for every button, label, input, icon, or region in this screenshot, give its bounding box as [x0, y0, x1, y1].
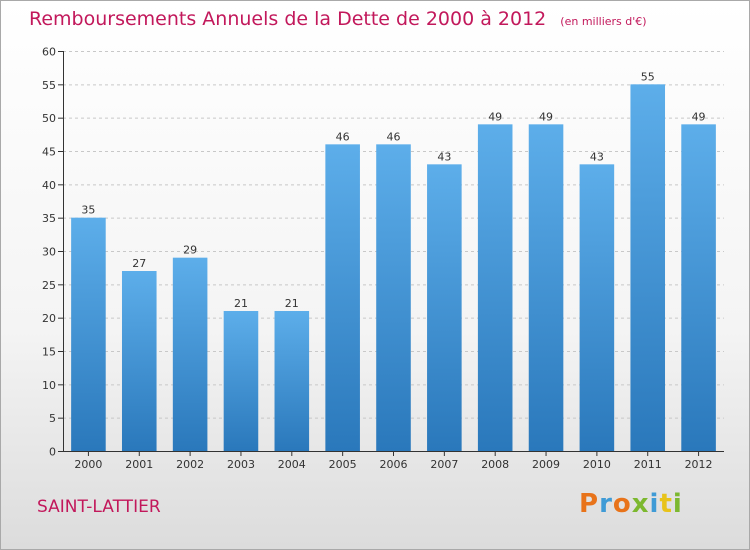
chart-title: Remboursements Annuels de la Dette de 20…: [29, 8, 647, 30]
data-label-2001: 27: [132, 257, 146, 270]
x-tick-label-2003: 2003: [227, 458, 255, 471]
logo-letter: o: [612, 489, 632, 519]
bar-2009: [528, 124, 564, 451]
y-tick-label: 40: [42, 179, 56, 192]
x-tick-label-2002: 2002: [176, 458, 204, 471]
commune-name: SAINT-LATTIER: [37, 497, 161, 517]
bar-2004: [274, 311, 310, 451]
x-tick-label-2007: 2007: [430, 458, 458, 471]
y-tick-label: 45: [42, 146, 56, 159]
data-label-2000: 35: [81, 204, 95, 217]
x-tick-label-2012: 2012: [685, 458, 713, 471]
y-tick-label: 35: [42, 212, 56, 225]
logo-letter: x: [631, 489, 650, 519]
data-label-2006: 46: [387, 130, 401, 143]
logo-letter: i: [672, 489, 683, 519]
x-tick-label-2004: 2004: [278, 458, 306, 471]
chart-unit: (en milliers d'€): [560, 15, 647, 28]
y-tick-label: 5: [49, 412, 56, 425]
axes: 0 5 10 15 20 25 30 35 40 45 50 55 60 2000 2001 2002 2003…: [42, 46, 724, 471]
y-tick-label: 50: [42, 112, 56, 125]
data-label-2003: 21: [234, 297, 248, 310]
data-label-2012: 49: [692, 110, 706, 123]
x-tick-label-2006: 2006: [380, 458, 408, 471]
x-tick-label-2005: 2005: [329, 458, 357, 471]
bar-2006: [376, 144, 411, 452]
y-tick-label: 55: [42, 79, 56, 92]
bar-2002: [172, 257, 208, 451]
bar-2007: [427, 164, 462, 452]
y-tick-label: 0: [49, 446, 56, 459]
x-tick-label-2010: 2010: [583, 458, 611, 471]
data-label-2007: 43: [437, 150, 451, 163]
data-label-2008: 49: [488, 110, 502, 123]
bars: [71, 84, 716, 452]
data-label-2002: 29: [183, 244, 197, 257]
bar-2005: [325, 144, 360, 452]
y-tick-label: 25: [42, 279, 56, 292]
y-tick-label: 15: [42, 346, 56, 359]
y-tick-label: 10: [42, 379, 56, 392]
bar-2008: [477, 124, 513, 451]
logo-letter: r: [599, 489, 613, 519]
x-tick-label-2009: 2009: [532, 458, 560, 471]
data-label-2004: 21: [285, 297, 299, 310]
logo-letter: t: [659, 489, 673, 519]
data-label-2005: 46: [336, 130, 350, 143]
y-tick-label: 30: [42, 246, 56, 259]
bar-2012: [681, 124, 716, 451]
bar-2011: [630, 84, 666, 451]
data-label-2009: 49: [539, 110, 553, 123]
bar-2003: [223, 311, 259, 451]
y-tick-label: 60: [42, 46, 56, 59]
proxiti-logo: Proxiti: [579, 489, 683, 519]
bar-2000: [71, 217, 106, 451]
data-labels: 35 27 29 21 21 46 46 43 49 49 43 55 49: [81, 70, 705, 310]
x-tick-label-2011: 2011: [634, 458, 662, 471]
data-label-2011: 55: [641, 70, 655, 83]
bar-2001: [121, 271, 157, 451]
chart-title-text: Remboursements Annuels de la Dette de 20…: [29, 8, 547, 30]
data-label-2010: 43: [590, 150, 604, 163]
x-tick-label-2000: 2000: [74, 458, 102, 471]
x-tick-label-2001: 2001: [125, 458, 153, 471]
x-tick-label-2008: 2008: [481, 458, 509, 471]
y-tick-label: 20: [42, 312, 56, 325]
bar-2010: [579, 164, 615, 452]
logo-letter: P: [579, 489, 600, 519]
logo-letter: i: [649, 489, 660, 519]
